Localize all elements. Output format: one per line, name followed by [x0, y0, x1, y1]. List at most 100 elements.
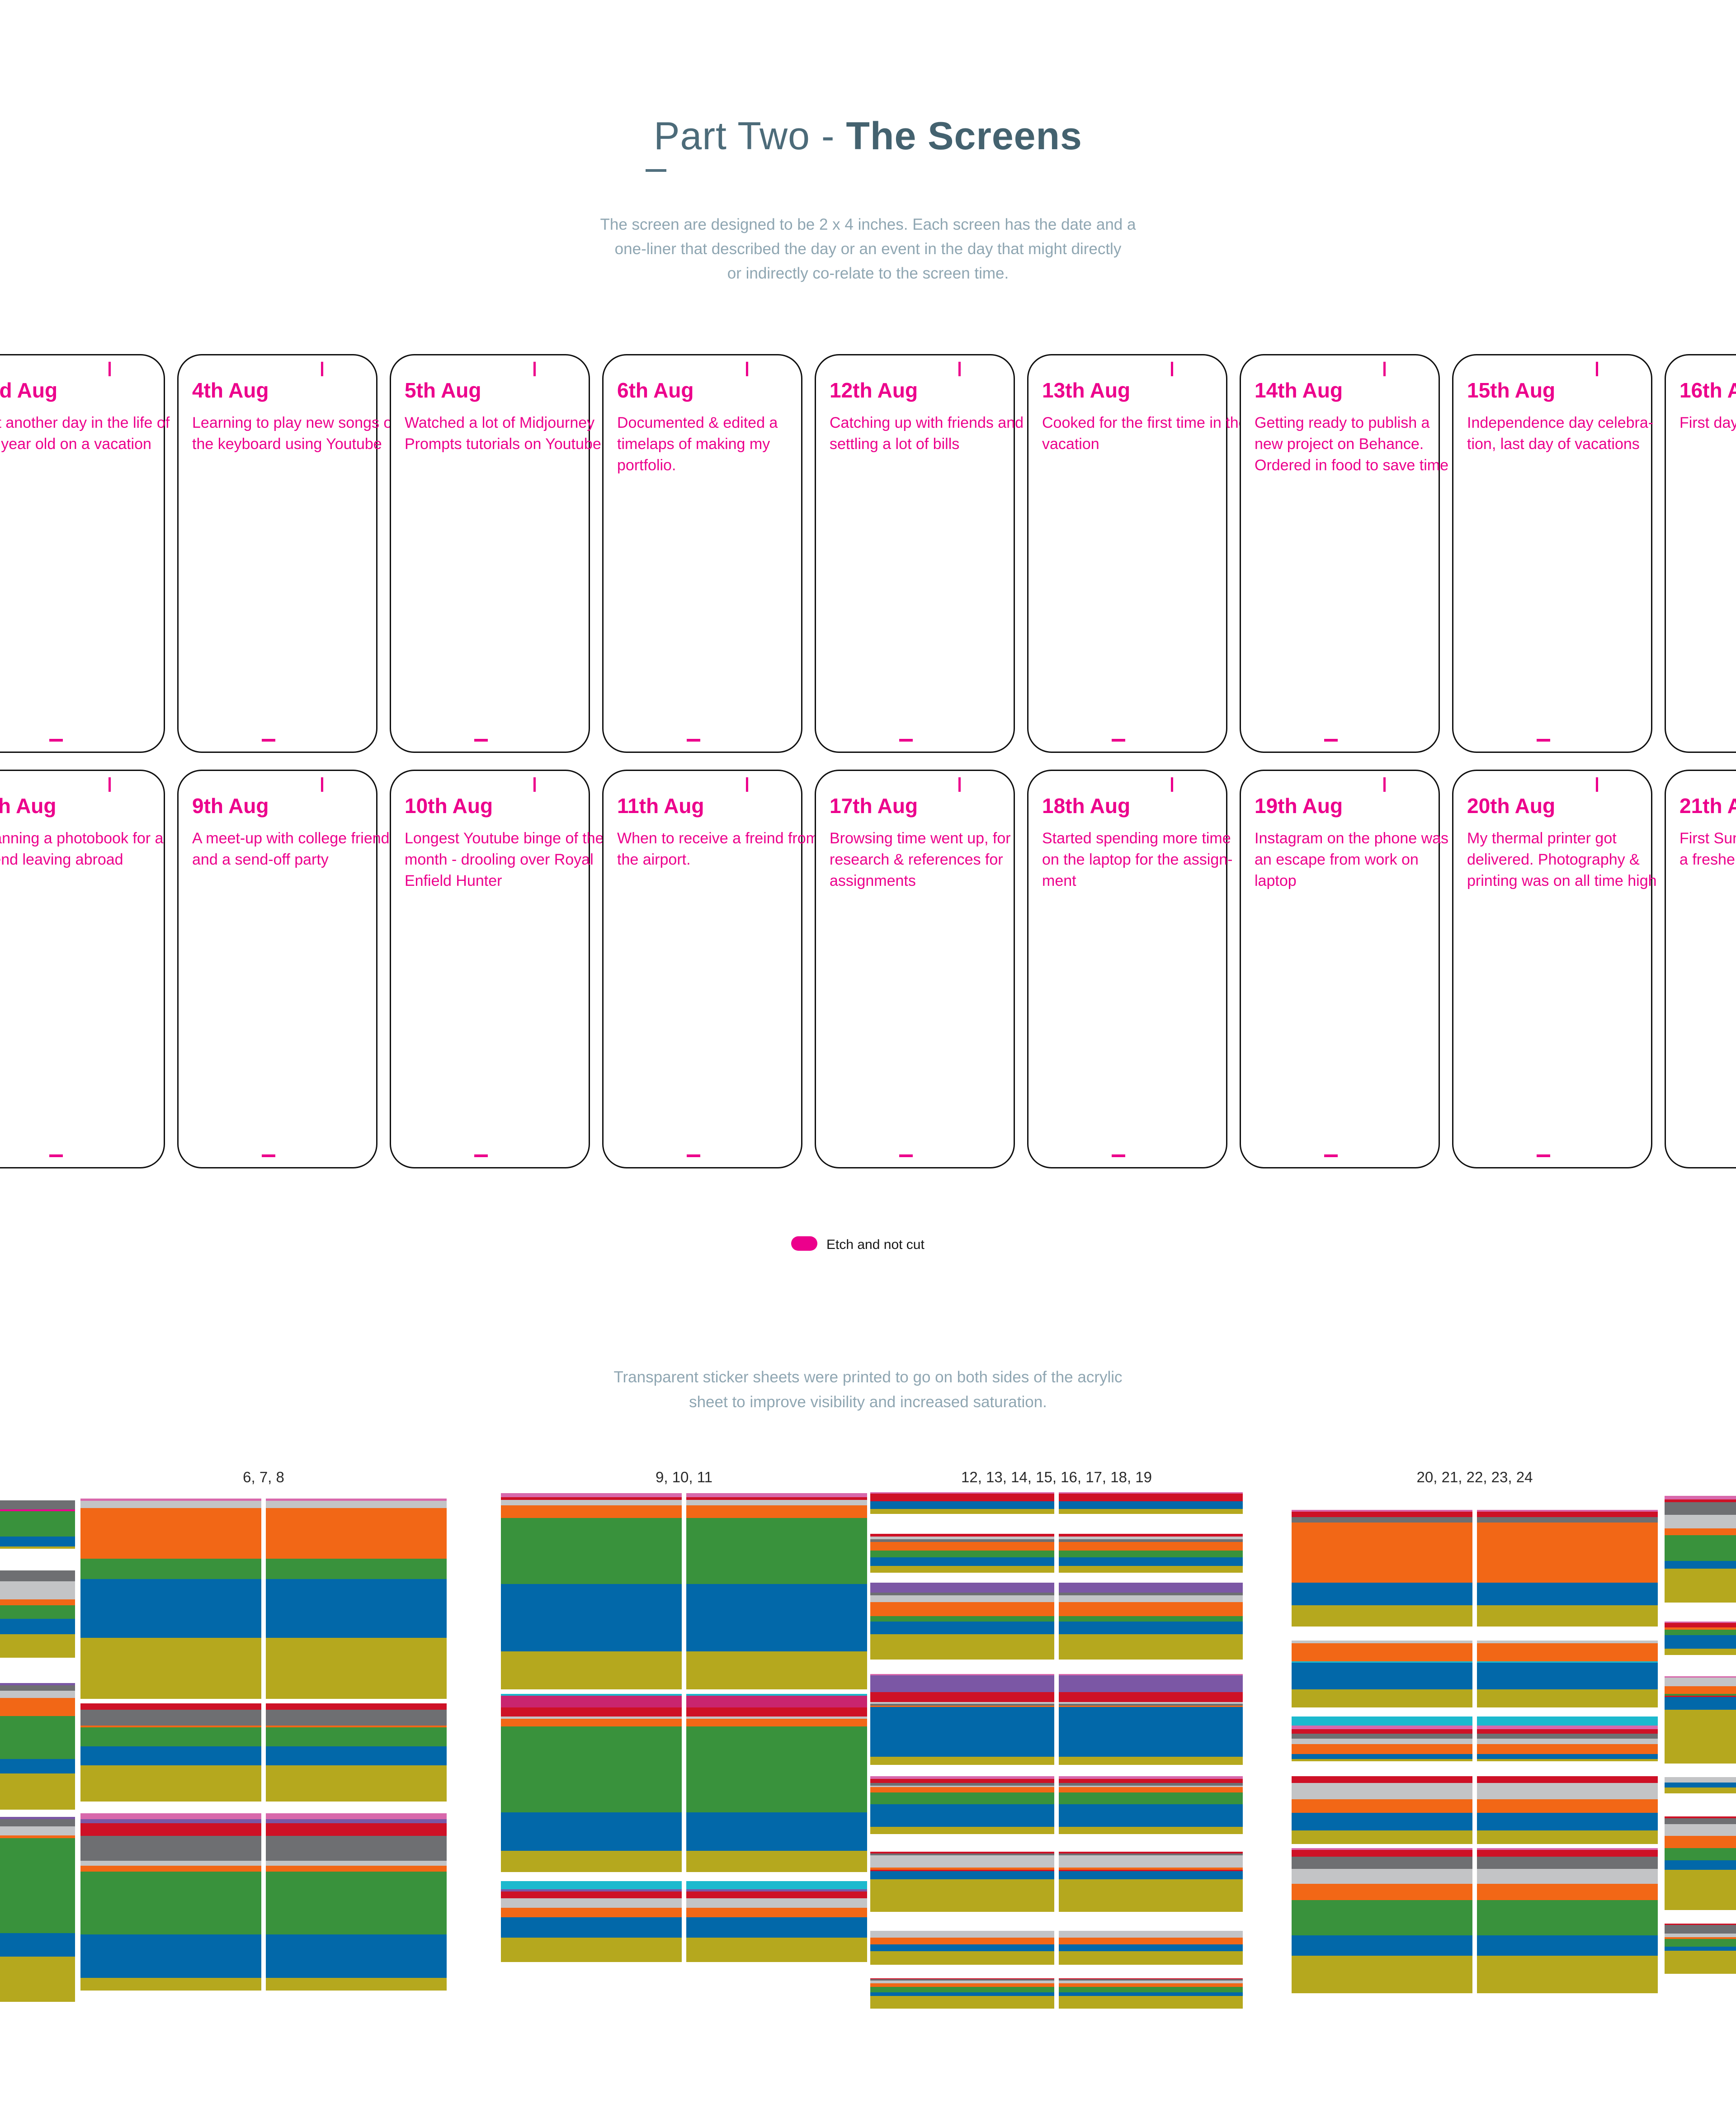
color-stripe [0, 1683, 75, 1685]
screen-card: 19th Aug Instagram on the phone was an esc… [1240, 770, 1448, 1168]
sticker-sheet-block [0, 1817, 75, 2002]
sticker-sheet-block [1477, 1848, 1658, 1993]
card-description-line: friend leaving abroad [0, 851, 123, 868]
color-stripe [501, 1726, 682, 1812]
color-stripe [0, 1581, 75, 1599]
color-stripe [1059, 1938, 1243, 1944]
color-stripe [870, 1779, 1054, 1783]
card-description-line: vacation [1042, 435, 1099, 453]
color-stripe [870, 1944, 1054, 1951]
sticker-sheet-block [1059, 1534, 1243, 1573]
color-stripe [0, 1605, 75, 1619]
color-stripe [0, 1957, 75, 2002]
card-description: Yet another day in the life of 23 year ol… [0, 412, 170, 455]
color-stripe [870, 1595, 1054, 1602]
color-stripe [1477, 1776, 1658, 1783]
color-stripe [686, 1651, 867, 1689]
etch-legend-label: Etch and not cut [826, 1237, 925, 1252]
color-stripe [80, 1823, 261, 1836]
card-date: 19th Aug [1255, 794, 1343, 818]
color-stripe [870, 1787, 1054, 1792]
sticker-intro: Transparent sticker sheets were printed … [0, 1365, 1736, 1414]
sticker-sheet-block [1059, 1852, 1243, 1912]
color-stripe [870, 1951, 1054, 1965]
color-stripe [1059, 1951, 1243, 1965]
color-stripe [1292, 1661, 1472, 1663]
etch-tick-mark [958, 777, 961, 792]
etch-dash-mark [1324, 1154, 1338, 1157]
color-stripe [1292, 1869, 1472, 1884]
etch-tick-mark [1170, 362, 1173, 376]
color-stripe [870, 1707, 1054, 1757]
color-stripe [1059, 1675, 1243, 1692]
color-stripe [501, 1696, 682, 1707]
card-date: 14th Aug [1255, 378, 1343, 402]
color-stripe [870, 1675, 1054, 1692]
card-date: 4th Aug [192, 378, 269, 402]
sticker-sheet-block [0, 1570, 75, 1658]
card-description-line: Planning a photobook for a [0, 830, 164, 847]
color-stripe [501, 1584, 682, 1651]
color-stripe [1059, 1494, 1243, 1501]
sticker-sheet-column [266, 1499, 447, 1991]
color-stripe [870, 1757, 1054, 1765]
sticker-sheet-block [0, 1683, 75, 1810]
color-stripe [80, 1746, 261, 1765]
color-stripe [1665, 1627, 1736, 1630]
color-stripe [1477, 1754, 1658, 1759]
card-description-line: Cooked for the first time in the [1042, 414, 1247, 431]
color-stripe [80, 1559, 261, 1579]
color-stripe [870, 1992, 1054, 1996]
sticker-sheet-label: 12, 13, 14, 15, 16, 17, 18, 19 [961, 1469, 1152, 1485]
color-stripe [870, 1879, 1054, 1912]
color-stripe [686, 1938, 867, 1962]
etch-tick-mark [108, 777, 111, 792]
color-stripe [1292, 1754, 1472, 1759]
color-stripe [1292, 1850, 1472, 1857]
sticker-sheet-block [1059, 1492, 1243, 1514]
etch-dash-mark [1111, 739, 1125, 742]
color-stripe [686, 1694, 867, 1696]
color-stripe [501, 1497, 682, 1500]
etch-tick-mark [745, 777, 748, 792]
color-stripe [1665, 1649, 1736, 1655]
etch-tick-mark [1383, 777, 1386, 792]
card-date: 15th Aug [1467, 378, 1556, 402]
etch-dash-mark [261, 739, 275, 742]
color-stripe [1477, 1848, 1658, 1850]
color-stripe [1292, 1510, 1472, 1512]
color-stripe [870, 1674, 1054, 1675]
color-stripe [1292, 1729, 1472, 1734]
color-stripe [1292, 1512, 1472, 1517]
color-stripe [1059, 1537, 1243, 1539]
screen-card: 10th Aug Longest Youtube binge of the mont… [390, 770, 604, 1168]
color-stripe [80, 1727, 261, 1746]
color-stripe [1292, 1641, 1472, 1643]
card-date: 8th Aug [0, 794, 57, 818]
color-stripe [501, 1707, 682, 1717]
color-stripe [80, 1703, 261, 1710]
color-stripe [870, 1509, 1054, 1514]
card-description-line: the keyboard using Youtube [192, 435, 382, 453]
color-stripe [686, 1726, 867, 1812]
color-stripe [1477, 1857, 1658, 1869]
sticker-sheet-block [80, 1703, 261, 1802]
color-stripe [1665, 1818, 1736, 1824]
color-stripe [686, 1881, 867, 1889]
card-description-line: timelaps of making my [617, 435, 770, 453]
color-stripe [266, 1746, 447, 1765]
color-stripe [870, 1996, 1054, 2009]
color-stripe [1059, 1871, 1243, 1879]
color-stripe [870, 1931, 1054, 1938]
color-stripe [1477, 1739, 1658, 1744]
color-stripe [266, 1508, 447, 1559]
color-stripe [686, 1584, 867, 1651]
color-stripe [1477, 1510, 1658, 1512]
color-stripe [266, 1813, 447, 1819]
color-stripe [1665, 1925, 1736, 1934]
color-stripe [1665, 1535, 1736, 1561]
color-stripe [1665, 1934, 1736, 1937]
color-stripe [0, 1691, 75, 1698]
color-stripe [1059, 1792, 1243, 1804]
color-stripe [870, 1534, 1054, 1537]
